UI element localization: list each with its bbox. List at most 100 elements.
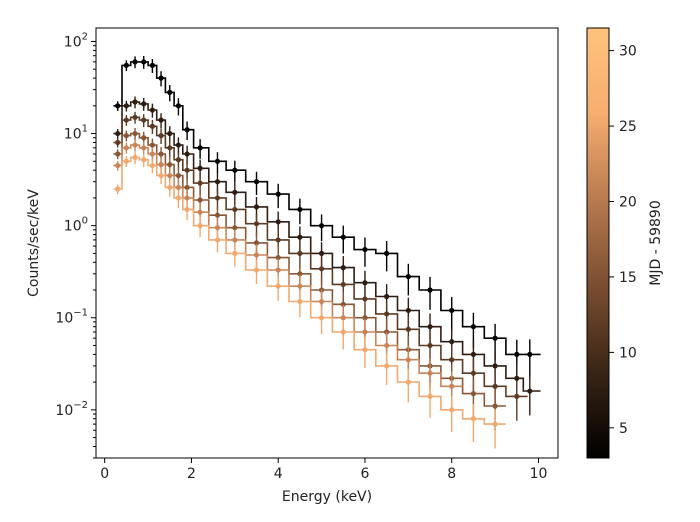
data-point xyxy=(405,273,411,280)
data-point xyxy=(449,357,455,363)
data-point xyxy=(158,151,164,157)
data-point xyxy=(197,223,203,229)
data-point xyxy=(175,184,182,191)
data-point xyxy=(232,237,238,243)
data-point xyxy=(141,157,147,163)
data-point xyxy=(340,281,346,288)
data-point xyxy=(167,162,173,168)
data-point xyxy=(340,234,346,240)
colorbar-tick-label: 25 xyxy=(619,119,637,135)
data-point xyxy=(158,117,164,123)
data-point xyxy=(149,107,155,113)
y-tick-label: 100 xyxy=(64,216,88,235)
data-point xyxy=(362,315,368,321)
data-point xyxy=(318,266,325,272)
data-point xyxy=(514,351,520,357)
data-point xyxy=(184,167,190,173)
data-point xyxy=(214,158,221,164)
data-point xyxy=(297,250,303,256)
series-step-line xyxy=(113,156,506,425)
data-point xyxy=(427,287,433,293)
data-point xyxy=(492,403,498,409)
data-point xyxy=(362,296,368,302)
data-point xyxy=(253,179,260,185)
data-point xyxy=(214,212,221,218)
series-step-line xyxy=(113,144,463,388)
data-point xyxy=(253,252,260,258)
data-point xyxy=(232,189,238,195)
data-point xyxy=(470,324,477,330)
data-point xyxy=(141,117,147,123)
data-point xyxy=(184,184,190,191)
colorbar-tick-label: 20 xyxy=(619,195,637,211)
x-tick-label: 8 xyxy=(447,466,456,482)
data-point xyxy=(492,383,498,389)
data-point xyxy=(141,135,147,141)
data-point xyxy=(132,154,138,161)
data-point xyxy=(123,133,129,139)
data-point xyxy=(175,142,182,148)
data-point xyxy=(470,416,477,422)
colorbar xyxy=(586,27,610,459)
data-point xyxy=(149,142,155,148)
series-14 xyxy=(113,111,528,421)
data-point xyxy=(141,59,147,65)
series-8 xyxy=(113,96,541,416)
data-point xyxy=(297,298,303,305)
x-axis-label: Energy (keV) xyxy=(282,489,372,505)
data-point xyxy=(297,206,303,213)
data-point xyxy=(449,339,455,345)
data-point xyxy=(184,151,190,157)
data-point xyxy=(115,162,121,169)
data-point xyxy=(214,195,221,201)
data-point xyxy=(318,223,325,229)
data-point xyxy=(297,234,303,240)
data-point xyxy=(275,237,281,243)
y-tick-label: 10−2 xyxy=(55,400,88,419)
y-axis-label: Counts/sec/keV xyxy=(26,189,42,297)
data-point xyxy=(167,130,173,137)
data-point xyxy=(340,265,346,271)
data-point xyxy=(115,139,121,146)
data-point xyxy=(167,184,173,191)
data-point xyxy=(253,240,260,246)
data-point xyxy=(115,103,121,109)
data-point xyxy=(184,127,190,133)
colorbar-ticks: 5 10 15 20 25 30 xyxy=(609,44,637,437)
data-point xyxy=(214,179,221,185)
y-tick-label: 101 xyxy=(64,124,88,143)
data-point xyxy=(214,237,221,243)
series-20 xyxy=(113,127,506,431)
data-point xyxy=(123,145,129,151)
data-point xyxy=(340,301,346,307)
data-point xyxy=(384,363,390,369)
x-axis-ticks: 0 2 4 6 8 10 xyxy=(100,458,547,482)
data-point xyxy=(449,383,455,389)
data-point xyxy=(318,315,325,321)
data-point xyxy=(492,335,498,341)
data-point xyxy=(405,379,411,385)
x-tick-label: 0 xyxy=(100,466,109,482)
data-point xyxy=(297,271,303,277)
data-point xyxy=(149,151,155,157)
data-point xyxy=(158,172,164,179)
series-layer xyxy=(113,55,541,449)
data-point xyxy=(158,75,164,81)
data-point xyxy=(470,351,477,357)
data-point xyxy=(449,307,455,314)
data-point xyxy=(514,375,520,381)
series-step-line xyxy=(113,132,506,407)
data-point xyxy=(405,307,411,314)
data-point xyxy=(232,167,238,173)
data-point xyxy=(275,219,281,225)
colorbar-tick-label: 5 xyxy=(619,421,628,437)
data-point xyxy=(184,195,190,201)
data-point xyxy=(158,162,164,168)
data-point xyxy=(427,342,433,349)
data-point xyxy=(492,363,498,369)
data-point xyxy=(275,191,281,197)
data-point xyxy=(232,206,238,213)
data-point xyxy=(132,99,138,105)
data-point xyxy=(149,162,155,169)
data-point xyxy=(384,342,390,349)
